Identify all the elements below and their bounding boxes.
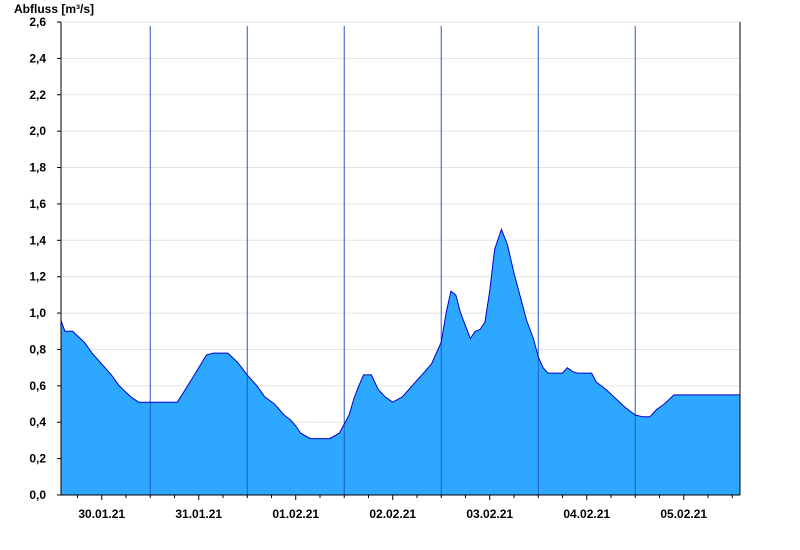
- y-tick-label: 2,4: [29, 51, 46, 65]
- x-axis-ticks: 30.01.21 31.01.21 01.02.21 02.02.21 03.02.21…: [76, 495, 733, 521]
- discharge-area: [61, 229, 740, 495]
- y-tick-label: 1,8: [29, 161, 46, 175]
- y-tick-label: 1,0: [29, 306, 46, 320]
- y-tick-label: 0,8: [29, 342, 46, 356]
- y-tick-label: 0,0: [29, 488, 46, 502]
- y-tick-label: 0,2: [29, 452, 46, 466]
- discharge-line: [60, 227, 740, 440]
- y-tick-label: 2,6: [29, 15, 46, 29]
- y-tick-label: 1,6: [29, 197, 46, 211]
- plot-area: [60, 26, 740, 495]
- x-tick-label: 01.02.21: [272, 507, 319, 521]
- y-tick-label: 0,4: [29, 415, 46, 429]
- y-axis-title: Abfluss [m³/s]: [14, 2, 94, 16]
- y-tick-label: 2,2: [29, 88, 46, 102]
- x-tick-label: 03.02.21: [466, 507, 513, 521]
- x-tick-label: 02.02.21: [369, 507, 416, 521]
- y-tick-label: 0,6: [29, 379, 46, 393]
- y-axis-ticks: 0,0 0,2 0,4 0,6 0,8 1,0 1,2 1,4 1,6 1,8 2,0 2,2 2,4 2…: [29, 15, 61, 502]
- grid-lines: [61, 21, 740, 460]
- y-tick-label: 1,2: [29, 270, 46, 284]
- y-tick-label: 2,0: [29, 124, 46, 138]
- x-tick-label: 31.01.21: [175, 507, 222, 521]
- y-tick-label: 1,4: [29, 233, 46, 247]
- x-tick-label: 04.02.21: [563, 507, 610, 521]
- x-tick-label: 05.02.21: [660, 507, 707, 521]
- x-tick-label: 30.01.21: [78, 507, 125, 521]
